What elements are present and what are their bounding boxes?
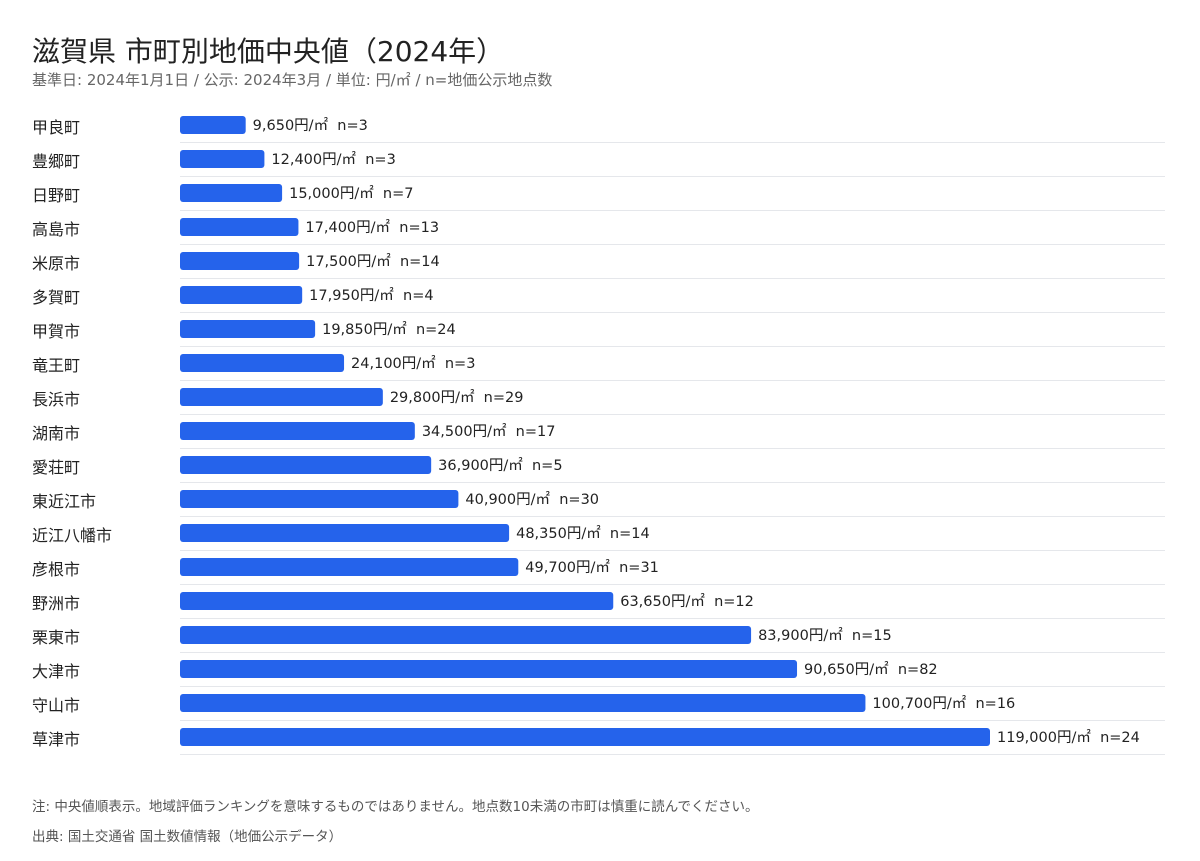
data-label: 29,800円/㎡ n=29 (390, 389, 524, 406)
category-label: 湖南市 (32, 424, 80, 443)
data-label: 100,700円/㎡ n=16 (872, 695, 1015, 712)
chart-title: 滋賀県 市町別地価中央値（2024年） (32, 35, 505, 68)
data-label: 40,900円/㎡ n=30 (465, 491, 599, 508)
data-label: 17,500円/㎡ n=14 (306, 253, 440, 270)
data-label: 15,000円/㎡ n=7 (289, 185, 413, 202)
category-label: 近江八幡市 (32, 526, 112, 545)
data-label: 48,350円/㎡ n=14 (516, 525, 650, 542)
category-label: 東近江市 (32, 492, 96, 511)
bar (180, 626, 752, 644)
data-label: 12,400円/㎡ n=3 (271, 151, 395, 168)
category-label: 愛荘町 (32, 458, 80, 477)
category-label: 日野町 (32, 186, 80, 205)
bar (180, 660, 798, 678)
data-label: 83,900円/㎡ n=15 (758, 627, 892, 644)
category-label: 栗東市 (32, 628, 80, 647)
bar-chart: 甲良町 9,650円/㎡ n=3 豊郷町 12,400円/㎡ n=3 日野町 15,000… (32, 116, 1165, 755)
chart-subtitle: 基準日: 2024年1月1日 / 公示: 2024年3月 / 単位: 円/㎡ /… (32, 71, 553, 89)
category-label: 竜王町 (32, 356, 80, 375)
category-label: 豊郷町 (32, 152, 80, 171)
category-label: 野洲市 (32, 594, 80, 613)
category-label: 甲良町 (32, 118, 80, 137)
bar (180, 252, 300, 270)
data-label: 24,100円/㎡ n=3 (351, 355, 475, 372)
bar (180, 558, 519, 576)
bar (180, 320, 316, 338)
bar (180, 218, 299, 236)
category-label: 彦根市 (32, 560, 80, 579)
data-label: 9,650円/㎡ n=3 (253, 117, 368, 134)
data-label: 119,000円/㎡ n=24 (997, 729, 1140, 746)
data-label: 90,650円/㎡ n=82 (804, 661, 938, 678)
bar (180, 694, 866, 712)
bar (180, 354, 345, 372)
data-label: 36,900円/㎡ n=5 (438, 457, 562, 474)
category-label: 長浜市 (32, 390, 80, 409)
category-label: 大津市 (32, 662, 80, 681)
data-label: 63,650円/㎡ n=12 (620, 593, 754, 610)
bar (180, 150, 265, 168)
category-label: 多賀町 (32, 288, 80, 307)
category-label: 米原市 (32, 254, 80, 273)
bar (180, 456, 432, 474)
category-label: 守山市 (32, 696, 80, 715)
data-label: 49,700円/㎡ n=31 (525, 559, 659, 576)
bar (180, 116, 246, 134)
bar (180, 388, 383, 406)
data-label: 34,500円/㎡ n=17 (422, 423, 556, 440)
category-label: 甲賀市 (32, 322, 80, 341)
data-label: 17,400円/㎡ n=13 (305, 219, 439, 236)
bar (180, 422, 415, 440)
category-label: 高島市 (32, 220, 80, 239)
bar (180, 184, 283, 202)
data-label: 19,850円/㎡ n=24 (322, 321, 456, 338)
bar (180, 592, 614, 610)
source-note: 出典: 国土交通省 国土数値情報（地価公示データ） (32, 829, 343, 845)
bar (180, 728, 990, 746)
footnote: 注: 中央値順表示。地域評価ランキングを意味するものではありません。地点数10未… (32, 799, 759, 815)
category-label: 草津市 (32, 730, 80, 749)
bar (180, 286, 303, 304)
bar (180, 490, 459, 508)
bar (180, 524, 510, 542)
data-label: 17,950円/㎡ n=4 (309, 287, 433, 304)
